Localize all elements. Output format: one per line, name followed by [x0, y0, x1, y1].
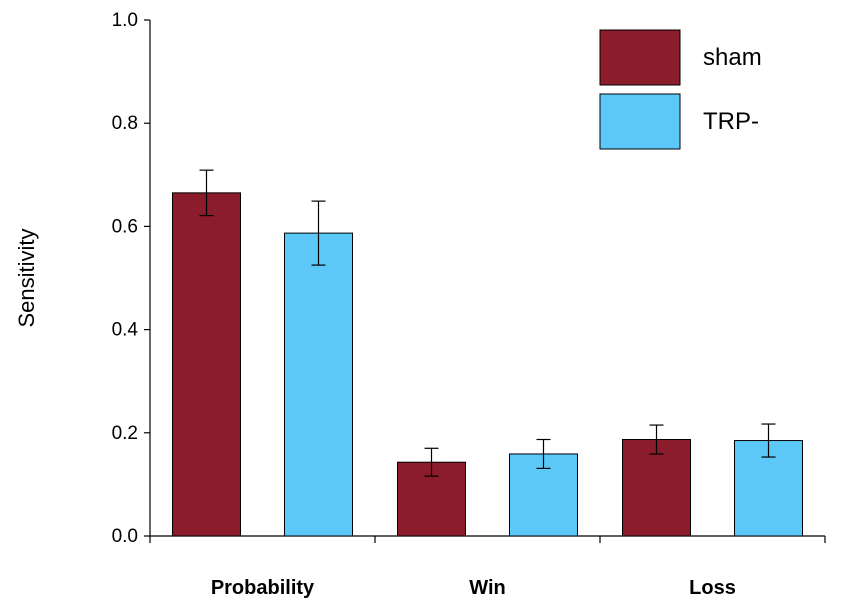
error-bar [424, 447, 439, 477]
error-bar [311, 200, 326, 266]
category-labels: Probability Win Loss [211, 577, 736, 599]
category-label: Win [469, 577, 505, 599]
legend-swatch [599, 93, 681, 150]
error-bar [649, 424, 664, 455]
y-axis-label: Sensitivity [14, 228, 39, 327]
category-label: Probability [211, 577, 315, 599]
y-ticks: 0.0 0.2 0.4 0.6 0.8 1.0 [112, 10, 150, 547]
legend-swatch [599, 29, 681, 86]
legend-label: sham [703, 44, 762, 71]
error-bar [199, 169, 214, 217]
error-bars [199, 169, 776, 477]
y-tick-label: 0.6 [112, 216, 138, 237]
error-bar [761, 423, 776, 458]
bar-trp-probability [284, 232, 353, 537]
bar-sham-probability [172, 192, 241, 537]
y-tick-label: 0.0 [112, 526, 138, 547]
y-tick-label: 0.8 [112, 113, 138, 134]
bars [172, 192, 803, 537]
legend: sham TRP- [599, 29, 762, 150]
y-tick-label: 0.2 [112, 423, 138, 444]
legend-label: TRP- [703, 108, 759, 135]
error-bar [536, 438, 551, 470]
axes [149, 20, 826, 543]
category-label: Loss [689, 577, 736, 599]
y-tick-label: 1.0 [112, 10, 138, 31]
y-tick-label: 0.4 [112, 320, 139, 341]
bar-sham-loss [622, 439, 691, 537]
